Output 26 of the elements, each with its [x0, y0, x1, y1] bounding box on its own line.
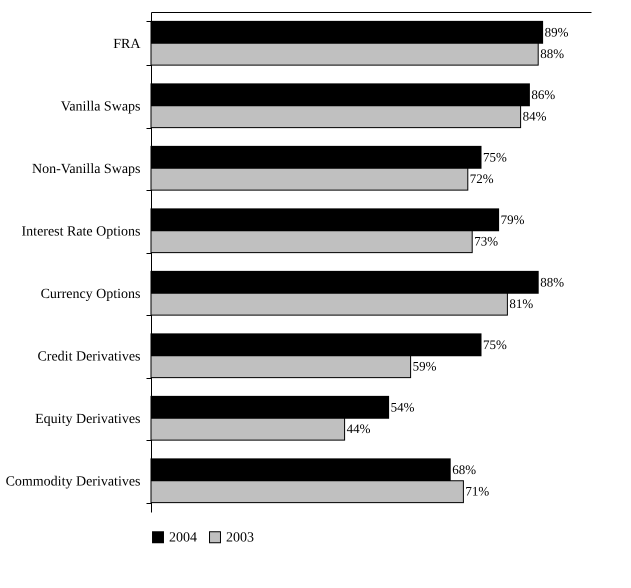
data-label: 88%: [540, 274, 564, 290]
y-tick-label: Interest Rate Options: [22, 224, 140, 240]
data-label: 68%: [452, 462, 476, 477]
legend-label: 2004: [169, 530, 197, 546]
y-tick-label: FRA: [113, 36, 142, 52]
data-label: 44%: [346, 421, 371, 436]
data-label: 86%: [531, 86, 556, 102]
data-label: 75%: [483, 149, 507, 164]
legend-label: 2003: [226, 530, 254, 546]
data-label: 54%: [390, 399, 415, 414]
data-label: 75%: [483, 336, 507, 352]
data-label: 79%: [500, 212, 525, 227]
data-label: 59%: [412, 358, 437, 374]
data-label: 88%: [540, 46, 564, 62]
data-label: 81%: [509, 296, 534, 312]
data-label: 72%: [470, 171, 494, 186]
data-label: 84%: [522, 108, 547, 124]
data-label: 71%: [465, 484, 490, 499]
y-tick-label: Non-Vanilla Swaps: [32, 162, 140, 177]
y-tick-label: Commodity Derivatives: [6, 474, 140, 490]
y-tick-label: Credit Derivatives: [37, 349, 140, 364]
data-label: 89%: [544, 24, 569, 40]
y-tick-label: Equity Derivatives: [35, 412, 140, 427]
data-label: 73%: [474, 234, 498, 249]
y-tick-label: Vanilla Swaps: [60, 99, 140, 114]
y-tick-label: Currency Options: [40, 286, 140, 302]
